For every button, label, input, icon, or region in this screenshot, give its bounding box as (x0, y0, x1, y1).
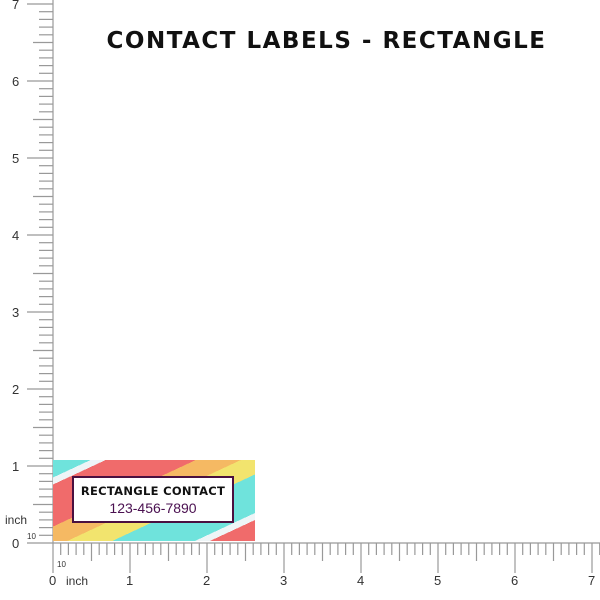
ruler-ticks (27, 0, 600, 573)
y-tick-label: 6 (12, 74, 19, 89)
y-tick-label: 0 (12, 536, 19, 551)
x-tick-label: 6 (511, 573, 518, 588)
y-tick-label: 5 (12, 151, 19, 166)
x-tick-label: 7 (588, 573, 595, 588)
page-title: CONTACT LABELS - RECTANGLE (106, 28, 547, 54)
y-subdivision-label: 10 (27, 532, 36, 541)
x-subdivision-label: 10 (57, 560, 66, 569)
y-tick-label: 4 (12, 228, 19, 243)
contact-label[interactable]: RECTANGLE CONTACT 123-456-7890 (53, 460, 255, 541)
y-tick-label: 1 (12, 459, 19, 474)
y-tick-label: 3 (12, 305, 19, 320)
x-tick-label: 4 (357, 573, 364, 588)
x-tick-label: 3 (280, 573, 287, 588)
label-text-box: RECTANGLE CONTACT 123-456-7890 (72, 476, 234, 523)
y-tick-label: 7 (12, 0, 19, 12)
y-unit-label: inch (5, 513, 27, 527)
label-name: RECTANGLE CONTACT (80, 484, 226, 498)
x-tick-label: 0 (49, 573, 56, 588)
y-tick-label: 2 (12, 382, 19, 397)
x-tick-label: 2 (203, 573, 210, 588)
x-tick-label: 1 (126, 573, 133, 588)
x-tick-label: 5 (434, 573, 441, 588)
x-unit-label: inch (66, 574, 88, 588)
label-phone: 123-456-7890 (109, 500, 197, 516)
